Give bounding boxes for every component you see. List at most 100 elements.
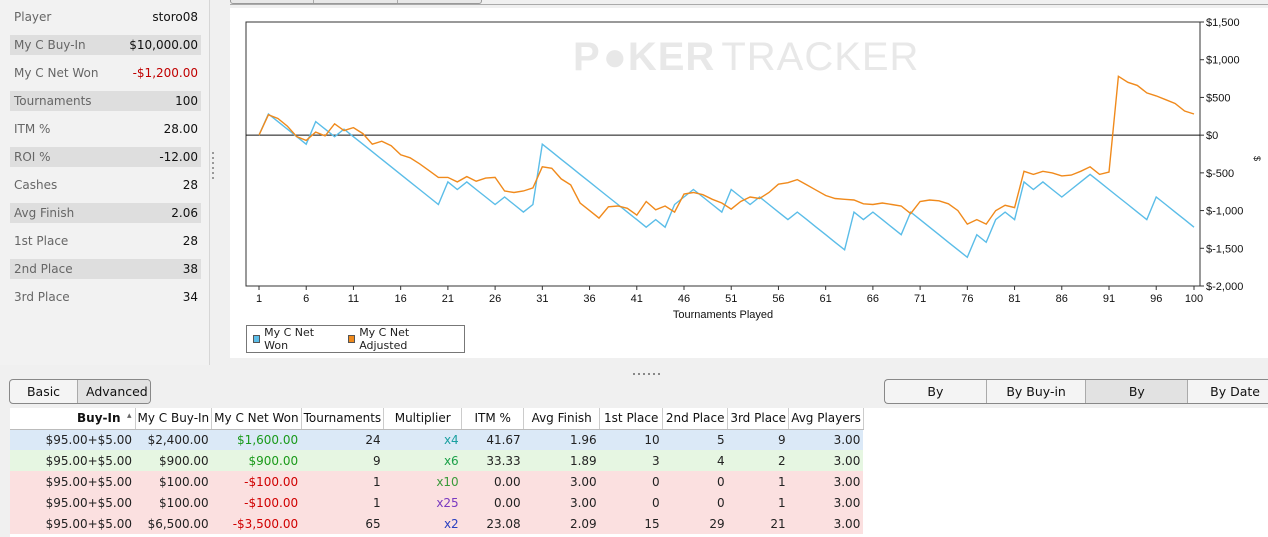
- y-tick-label: $-1,500: [1206, 243, 1243, 255]
- stats-panel: Player storo08 My C Buy-In $10,000.00 My C N…: [0, 0, 210, 365]
- by-tournament-tab[interactable]: By Tournament: [1086, 380, 1189, 403]
- x-tick-label: 36: [583, 293, 595, 305]
- basic-tab[interactable]: Basic: [10, 380, 78, 403]
- stat-label: My C Buy-In: [14, 38, 86, 52]
- stat-value: 2.06: [171, 206, 198, 220]
- table-cell: 1.96: [523, 429, 600, 450]
- y-tick-label: $-2,000: [1206, 281, 1243, 293]
- table-cell: $900.00: [211, 450, 302, 471]
- table-cell: 3.00: [788, 429, 864, 450]
- column-header[interactable]: 3rd Place: [727, 408, 790, 430]
- table-cell: 4: [662, 450, 728, 471]
- table-cell: -$100.00: [211, 471, 302, 492]
- table-row[interactable]: $95.00+$5.00 $100.00 -$100.00 1 x10 0.00 3.00 0…: [10, 471, 864, 492]
- watermark-ker: KER: [628, 35, 715, 79]
- x-tick-label: 71: [914, 293, 926, 305]
- x-tick-label: 41: [631, 293, 643, 305]
- table-cell: $100.00: [135, 471, 212, 492]
- stat-value: 34: [182, 290, 198, 304]
- table-row[interactable]: $95.00+$5.00 $2,400.00 $1,600.00 24 x4 41.67 1…: [10, 429, 864, 450]
- column-header[interactable]: Tournaments: [301, 408, 385, 430]
- table-cell: 0: [599, 471, 663, 492]
- column-header[interactable]: 2nd Place: [662, 408, 729, 430]
- y-tick-label: $1,500: [1206, 17, 1240, 29]
- table-cell: 0.00: [461, 471, 524, 492]
- top-tab-strip[interactable]: [230, 0, 482, 4]
- stat-row: 2nd Place 38: [10, 259, 201, 279]
- column-header[interactable]: ITM %: [461, 408, 525, 430]
- advanced-tab[interactable]: Advanced: [78, 380, 150, 403]
- stat-row: Player storo08: [10, 7, 201, 27]
- stat-value: 28: [182, 234, 198, 248]
- x-tick-label: 46: [678, 293, 690, 305]
- table-row[interactable]: $95.00+$5.00 $100.00 -$100.00 1 x25 0.00 3.00 0…: [10, 492, 864, 513]
- table-row[interactable]: $95.00+$5.00 $900.00 $900.00 9 x6 33.33 1.89 3 4…: [10, 450, 864, 471]
- y-tick-label: $0: [1206, 130, 1218, 142]
- table-cell: $95.00+$5.00: [10, 471, 135, 492]
- by-date-tab[interactable]: By Date: [1210, 384, 1260, 399]
- top-divider: [230, 4, 1268, 5]
- table-cell: 9: [727, 429, 789, 450]
- table-cell: 3.00: [523, 471, 600, 492]
- table-cell: 9: [301, 450, 384, 471]
- stat-row: 1st Place 28: [10, 231, 201, 251]
- stat-value: $10,000.00: [129, 38, 198, 52]
- column-header[interactable]: Avg Players: [788, 408, 864, 430]
- y-tick-label: $1,000: [1206, 55, 1240, 67]
- table-cell: $95.00+$5.00: [10, 492, 135, 513]
- stat-row: My C Buy-In $10,000.00: [10, 35, 201, 55]
- stat-row: Avg Finish 2.06: [10, 203, 201, 223]
- x-tick-label: 66: [867, 293, 879, 305]
- table-cell: 1: [727, 471, 789, 492]
- table-row[interactable]: $95.00+$5.00 $6,500.00 -$3,500.00 65 x2 23.08…: [10, 513, 864, 534]
- stat-row: My C Net Won -$1,200.00: [10, 63, 201, 83]
- x-tick-label: 91: [1103, 293, 1115, 305]
- column-header[interactable]: Buy-In ▴: [10, 408, 136, 430]
- table-cell: 3.00: [788, 492, 864, 513]
- series-line-net-won: [258, 112, 1195, 259]
- x-tick-label: 96: [1150, 293, 1162, 305]
- table-cell: $6,500.00: [135, 513, 212, 534]
- table-cell: 24: [301, 429, 384, 450]
- by-buyin-tab[interactable]: By Buy-in: [987, 380, 1087, 403]
- column-header[interactable]: Multiplier: [383, 408, 463, 430]
- table-cell: 21: [727, 513, 789, 534]
- legend-swatch-net-adjusted: [348, 335, 356, 343]
- table-cell: 15: [599, 513, 663, 534]
- table-cell: 2: [727, 450, 789, 471]
- x-tick-label: 21: [442, 293, 454, 305]
- stat-label: Cashes: [14, 178, 58, 192]
- vertical-splitter-handle[interactable]: [212, 152, 215, 188]
- horizontal-splitter-handle[interactable]: [633, 373, 663, 376]
- stat-row: ITM % 28.00: [10, 119, 201, 139]
- stat-row: Tournaments 100: [10, 91, 201, 111]
- stat-value: 28: [182, 178, 198, 192]
- table-cell: -$3,500.00: [211, 513, 302, 534]
- by-description-tab[interactable]: By Description: [885, 380, 987, 403]
- column-header[interactable]: 1st Place: [599, 408, 664, 430]
- x-tick-label: 51: [725, 293, 737, 305]
- watermark-chip-icon: ●: [603, 35, 628, 79]
- table-cell: x6: [383, 450, 462, 471]
- legend-swatch-net-won: [253, 335, 261, 343]
- table-cell: $2,400.00: [135, 429, 212, 450]
- x-tick-label: 56: [772, 293, 784, 305]
- x-tick-label: 86: [1056, 293, 1068, 305]
- column-header[interactable]: My C Buy-In: [135, 408, 213, 430]
- x-tick-label: 100: [1185, 293, 1203, 305]
- column-header[interactable]: Avg Finish: [523, 408, 601, 430]
- stat-label: Avg Finish: [14, 206, 75, 220]
- watermark-p: P: [573, 35, 601, 79]
- table-cell: 0: [662, 471, 728, 492]
- stat-label: ITM %: [14, 122, 51, 136]
- x-tick-label: 31: [536, 293, 548, 305]
- table-cell: 1: [301, 492, 384, 513]
- table-cell: x4: [383, 429, 462, 450]
- stat-label: Tournaments: [14, 94, 92, 108]
- column-header[interactable]: My C Net Won: [211, 408, 302, 430]
- y-axis-unit-label: $: [1252, 156, 1262, 161]
- stat-label: 3rd Place: [14, 290, 70, 304]
- legend-label-net-adjusted: My C Net Adjusted: [359, 326, 410, 352]
- x-tick-label: 61: [820, 293, 832, 305]
- table-cell: 1.89: [523, 450, 600, 471]
